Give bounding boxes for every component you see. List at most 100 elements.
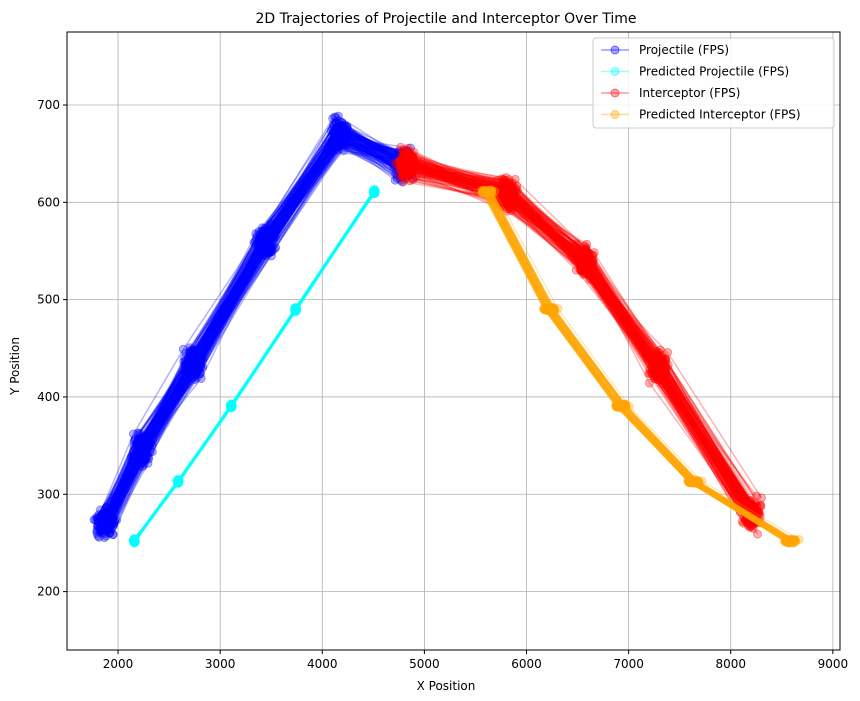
trajectory-point: [405, 155, 415, 165]
trajectory-point: [403, 169, 413, 179]
trajectory-point: [400, 169, 410, 179]
trajectory-point: [328, 138, 338, 147]
trajectory-point: [187, 366, 197, 376]
trajectory-point: [142, 438, 152, 448]
trajectory-point: [190, 370, 200, 379]
trajectory-point: [108, 513, 118, 523]
trajectory-point: [395, 157, 405, 167]
trajectory-line: [133, 190, 375, 542]
trajectory-point: [408, 160, 418, 170]
trajectory-point: [495, 200, 505, 210]
trajectory-point: [396, 155, 406, 165]
trajectory-line: [405, 157, 755, 519]
trajectory-point: [582, 253, 592, 263]
trajectory-point: [193, 351, 203, 361]
trajectory-point: [579, 263, 589, 273]
trajectory-line: [109, 127, 408, 528]
trajectory-point: [656, 359, 666, 369]
trajectory-line: [133, 189, 375, 542]
trajectory-line: [101, 121, 402, 531]
trajectory-point: [393, 161, 403, 171]
trajectory-point: [578, 269, 588, 279]
trajectory-point: [108, 519, 118, 529]
trajectory-point: [184, 370, 194, 380]
trajectory-point: [226, 402, 236, 412]
trajectory-point: [405, 159, 415, 169]
trajectory-point: [269, 233, 279, 243]
trajectory-point: [227, 401, 237, 411]
trajectory-line: [133, 191, 375, 541]
trajectory-point: [334, 122, 344, 132]
trajectory-point: [402, 145, 412, 155]
trajectory-point: [194, 351, 204, 360]
trajectory-point: [408, 174, 418, 184]
trajectory-point: [339, 133, 349, 143]
trajectory-line: [108, 149, 409, 523]
trajectory-line: [103, 115, 405, 521]
trajectory-point: [333, 142, 342, 152]
trajectory-point: [339, 136, 349, 146]
trajectory-point: [186, 352, 196, 362]
trajectory-point: [369, 185, 379, 195]
trajectory-point: [331, 113, 341, 122]
trajectory-point: [499, 174, 509, 184]
trajectory-line: [105, 141, 403, 515]
trajectory-point: [509, 190, 519, 200]
trajectory-point: [291, 305, 300, 315]
trajectory-line: [97, 142, 401, 526]
trajectory-line: [405, 158, 752, 510]
trajectory-point: [398, 155, 408, 165]
trajectory-point: [398, 145, 408, 155]
trajectory-point: [332, 119, 341, 128]
trajectory-point: [130, 535, 140, 545]
trajectory-point: [134, 430, 144, 440]
trajectory-point: [404, 159, 414, 169]
trajectory-point: [102, 519, 112, 529]
trajectory-line: [409, 163, 758, 523]
trajectory-point: [400, 148, 410, 158]
trajectory-point: [136, 445, 146, 455]
trajectory-point: [261, 241, 271, 251]
trajectory-point: [394, 171, 404, 181]
trajectory-point: [187, 349, 197, 359]
trajectory-point: [138, 446, 148, 456]
trajectory-point: [292, 303, 302, 313]
trajectory-point: [98, 523, 108, 533]
trajectory-point: [749, 507, 759, 517]
trajectory-point: [756, 500, 766, 510]
trajectory-point: [577, 261, 586, 271]
trajectory-point: [652, 362, 661, 372]
trajectory-line: [134, 193, 376, 542]
trajectory-point: [339, 129, 349, 139]
trajectory-point: [336, 132, 346, 142]
trajectory-line: [102, 125, 399, 523]
trajectory-line: [100, 142, 403, 531]
trajectory-point: [651, 369, 661, 379]
trajectory-point: [397, 149, 407, 159]
trajectory-point: [754, 509, 764, 519]
trajectory-point: [142, 452, 151, 462]
trajectory-point: [580, 262, 590, 272]
trajectory-line: [103, 137, 405, 517]
trajectory-point: [753, 507, 763, 517]
trajectory-point: [189, 362, 198, 372]
trajectory-point: [369, 185, 379, 195]
trajectory-point: [190, 375, 200, 385]
trajectory-line: [101, 137, 403, 528]
trajectory-line: [105, 129, 403, 509]
trajectory-point: [249, 238, 259, 247]
trajectory-point: [135, 442, 145, 452]
trajectory-line: [107, 120, 404, 523]
trajectory-point: [370, 186, 379, 196]
trajectory-point: [257, 223, 267, 233]
trajectory-point: [193, 344, 202, 354]
trajectory-point: [181, 348, 191, 358]
trajectory-point: [397, 162, 407, 172]
trajectory-point: [403, 166, 413, 175]
trajectory-point: [401, 153, 411, 163]
trajectory-point: [576, 253, 586, 263]
trajectory-point: [505, 196, 515, 206]
trajectory-point: [264, 229, 274, 239]
trajectory-point: [654, 369, 664, 379]
trajectory-point: [263, 235, 273, 245]
